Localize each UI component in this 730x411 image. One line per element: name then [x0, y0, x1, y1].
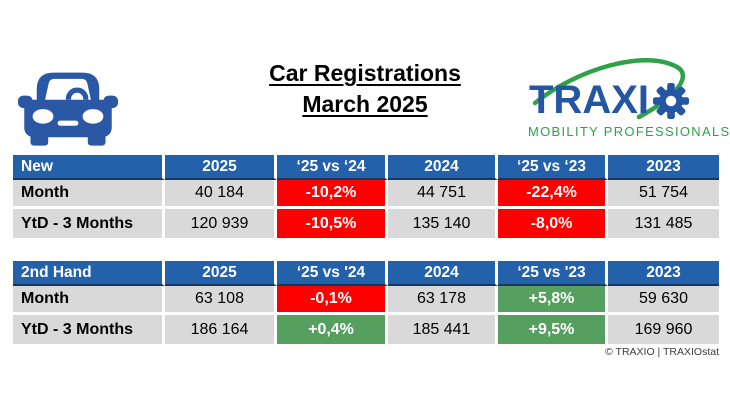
value-cell-positive: +9,5%	[498, 315, 608, 344]
title-line-2: March 2025	[302, 91, 428, 117]
table-new: New 2025 ‘25 vs ‘24 2024 ‘25 vs ‘23 2023…	[13, 155, 719, 238]
table-2nd-hand: 2nd Hand 2025 ‘25 vs '24 2024 ‘25 vs '23…	[13, 261, 719, 344]
traxio-logo: TRAXI MOBILITY PROFESSIONALS	[527, 55, 729, 143]
table-2ndhand-header-25vs24: ‘25 vs '24	[277, 261, 388, 286]
value-cell-negative: -10,5%	[277, 209, 388, 238]
page-title: Car Registrations March 2025	[180, 58, 550, 120]
brand-row: TRAXI	[529, 79, 690, 120]
value-cell: 44 751	[388, 180, 498, 209]
value-cell: 51 754	[608, 180, 719, 209]
value-cell-positive: +5,8%	[498, 286, 608, 315]
value-cell-negative: -10,2%	[277, 180, 388, 209]
gear-icon	[652, 82, 690, 120]
car-icon-svg	[18, 72, 118, 146]
table-new-header-2025: 2025	[165, 155, 277, 180]
table-new-header-2024: 2024	[388, 155, 498, 180]
brand-tagline: MOBILITY PROFESSIONALS	[528, 124, 730, 139]
value-cell: 169 960	[608, 315, 719, 344]
row-label: YtD - 3 Months	[13, 315, 165, 344]
value-cell: 131 485	[608, 209, 719, 238]
value-cell: 185 441	[388, 315, 498, 344]
value-cell: 120 939	[165, 209, 277, 238]
table-new-header-2023: 2023	[608, 155, 719, 180]
brand-text: TRAXI	[529, 77, 649, 122]
table-2ndhand-header-2025: 2025	[165, 261, 277, 286]
value-cell-negative: -0,1%	[277, 286, 388, 315]
car-icon	[18, 66, 118, 146]
value-cell: 63 178	[388, 286, 498, 315]
value-cell: 135 140	[388, 209, 498, 238]
value-cell: 63 108	[165, 286, 277, 315]
value-cell: 40 184	[165, 180, 277, 209]
value-cell-negative: -8,0%	[498, 209, 608, 238]
value-cell: 59 630	[608, 286, 719, 315]
table-2ndhand-header-25vs23: ‘25 vs '23	[498, 261, 608, 286]
table-2ndhand-header-2024: 2024	[388, 261, 498, 286]
value-cell: 186 164	[165, 315, 277, 344]
table-2ndhand-header-label: 2nd Hand	[13, 261, 165, 286]
table-2ndhand-header-2023: 2023	[608, 261, 719, 286]
value-cell-negative: -22,4%	[498, 180, 608, 209]
table-new-header-label: New	[13, 155, 165, 180]
table-new-header-25vs24: ‘25 vs ‘24	[277, 155, 388, 180]
table-new-header-25vs23: ‘25 vs ‘23	[498, 155, 608, 180]
copyright-credit: © TRAXIO | TRAXIOstat	[605, 346, 719, 358]
value-cell-positive: +0,4%	[277, 315, 388, 344]
row-label: Month	[13, 180, 165, 209]
row-label: YtD - 3 Months	[13, 209, 165, 238]
row-label: Month	[13, 286, 165, 315]
title-line-1: Car Registrations	[269, 60, 461, 86]
